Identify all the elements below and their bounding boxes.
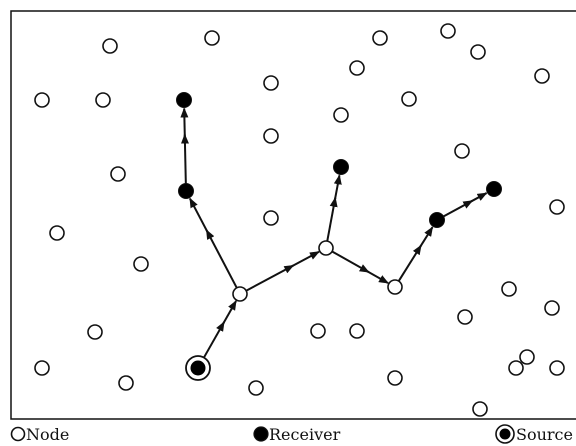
- node-circle: [263, 210, 279, 226]
- edge-arrow: [443, 192, 488, 218]
- legend: Node Receiver Source: [10, 424, 573, 444]
- legend-node-icon: [10, 426, 26, 442]
- legend-source-label: Source: [516, 425, 573, 444]
- edge-arrow: [326, 174, 342, 242]
- node-circle: [549, 199, 565, 215]
- node-circle: [118, 375, 134, 391]
- receiver-circle: [429, 212, 445, 228]
- node-circle: [263, 128, 279, 144]
- node-circle: [544, 300, 560, 316]
- edge-arrow: [331, 250, 389, 284]
- legend-receiver-icon: [253, 426, 269, 442]
- node-circle: [95, 92, 111, 108]
- node-circle: [110, 166, 126, 182]
- source-inner-circle: [190, 360, 206, 376]
- edge-arrow: [397, 226, 434, 282]
- node-circle: [457, 309, 473, 325]
- node-circle: [401, 91, 417, 107]
- node-circle: [387, 370, 403, 386]
- node-circle: [549, 360, 565, 376]
- node-circle: [534, 68, 550, 84]
- node-circle: [519, 349, 535, 365]
- node-circle: [501, 281, 517, 297]
- edges-group: [180, 107, 488, 359]
- diagram-frame: [10, 10, 576, 420]
- node-circle: [440, 23, 456, 39]
- node-circle: [387, 279, 403, 295]
- node-circle: [333, 107, 349, 123]
- edge-mid-arrow: [283, 264, 295, 274]
- node-circle: [87, 324, 103, 340]
- node-circle: [248, 380, 264, 396]
- receiver-circle: [178, 183, 194, 199]
- node-circle: [232, 286, 248, 302]
- node-circle: [310, 323, 326, 339]
- legend-receiver: Receiver: [253, 425, 341, 444]
- node-circle: [349, 60, 365, 76]
- node-circle: [472, 401, 488, 417]
- nodes-group: [34, 23, 565, 417]
- node-circle: [372, 30, 388, 46]
- node-circle: [263, 75, 279, 91]
- node-circle: [454, 143, 470, 159]
- edge-arrow: [203, 300, 237, 359]
- node-circle: [102, 38, 118, 54]
- edge-arrow: [189, 197, 238, 289]
- node-circle: [470, 44, 486, 60]
- receiver-circle: [176, 92, 192, 108]
- receiver-circle: [486, 181, 502, 197]
- legend-source-icon-inner: [499, 428, 511, 440]
- receiver-circle: [333, 159, 349, 175]
- edge-mid-arrow: [358, 264, 370, 274]
- node-circle: [34, 360, 50, 376]
- edge-mid-arrow: [412, 244, 422, 256]
- node-circle: [49, 225, 65, 241]
- node-circle: [34, 92, 50, 108]
- edge-mid-arrow: [462, 199, 474, 209]
- node-circle: [133, 256, 149, 272]
- node-circle: [318, 240, 334, 256]
- legend-receiver-label: Receiver: [269, 425, 341, 444]
- edge-mid-arrow: [329, 196, 338, 208]
- edge-mid-arrow: [205, 229, 215, 240]
- node-circle: [508, 360, 524, 376]
- legend-node: Node: [10, 425, 69, 444]
- edge-arrow: [180, 107, 189, 184]
- edge-arrow: [245, 250, 320, 292]
- legend-node-label: Node: [26, 425, 69, 444]
- edge-mid-arrow: [216, 321, 225, 332]
- node-circle: [349, 323, 365, 339]
- legend-source: Source: [495, 424, 573, 444]
- node-circle: [204, 30, 220, 46]
